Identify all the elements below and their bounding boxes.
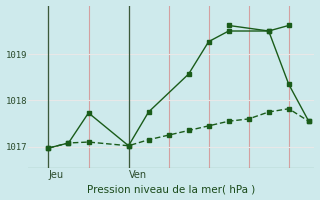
X-axis label: Pression niveau de la mer( hPa ): Pression niveau de la mer( hPa ): [87, 184, 256, 194]
